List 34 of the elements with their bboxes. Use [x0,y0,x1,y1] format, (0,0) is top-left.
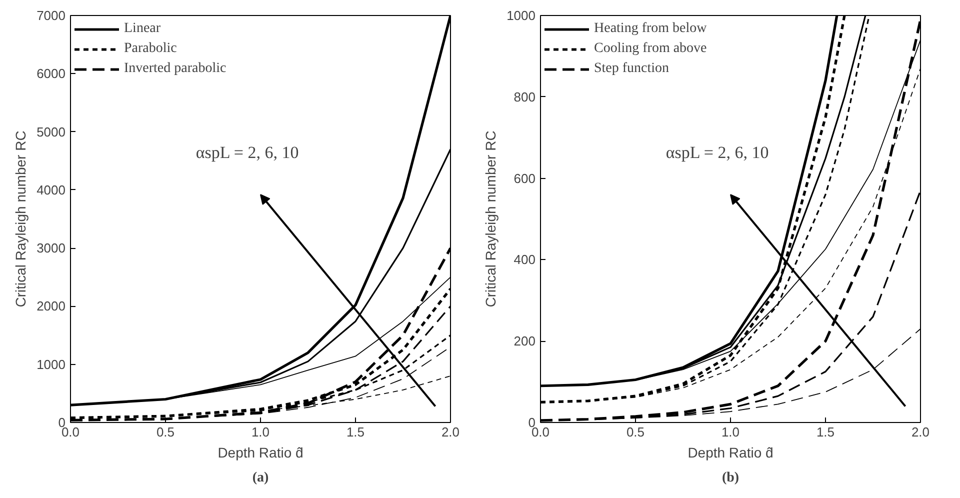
annotation: αspL = 2, 6, 10 [666,143,769,162]
legend-label: Linear [124,21,161,37]
text: (a) [252,470,269,486]
y-tick-label: 5000 [36,124,66,140]
y-tick-label: 2000 [36,298,66,314]
legend-label: Step function [594,61,670,77]
x-axis-title: Depth Ratio d̂ [218,444,304,460]
y-tick-label: 400 [514,252,536,268]
y-tick-label: 6000 [36,66,66,82]
y-tick-label: 1000 [506,8,536,23]
x-tick-label: 1.0 [721,424,740,440]
x-axis-title: Depth Ratio d̂ [688,444,774,460]
x-tick-label: 1.5 [346,424,365,440]
x-tick-label: 1.5 [816,424,835,440]
x-tick-label: 0.5 [626,424,645,440]
x-tick-label: 0.5 [156,424,175,440]
x-tick-label: 2.0 [911,424,930,440]
legend-label: Heating from below [594,21,707,37]
legend-label: Cooling from above [594,41,707,57]
y-tick-label: 800 [514,89,536,104]
annotation: αspL = 2, 6, 10 [196,143,299,162]
x-tick-label: 1.0 [251,424,270,440]
y-tick-label: 200 [514,334,536,349]
text: (b) [722,470,740,486]
y-tick-label: 3000 [36,240,66,256]
legend-label: Inverted parabolic [124,61,226,77]
y-tick-label: 4000 [36,182,66,198]
legend-label: Parabolic [124,41,177,57]
y-axis-title: Critical Rayleigh number RC [482,130,499,308]
y-tick-label: 1000 [36,356,66,372]
y-tick-label: 600 [514,170,536,186]
x-tick-label: 2.0 [441,424,460,440]
y-tick-label: 7000 [36,8,66,23]
y-axis-title: Critical Rayleigh number RC [12,130,29,308]
